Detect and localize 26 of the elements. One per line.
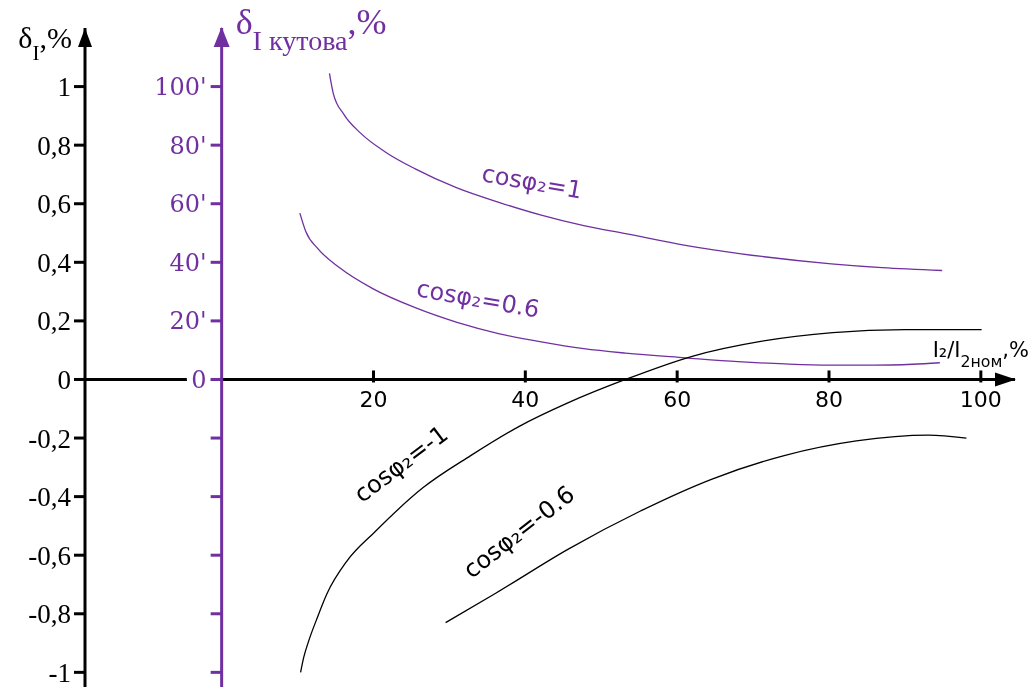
y-tick-label: -0,6	[28, 540, 71, 571]
text: cosφ₂=0.6	[414, 274, 542, 324]
y-tick-label: 0	[57, 365, 71, 396]
y2-axis-title: δ$_{I кутова}$,%	[235, 2, 387, 56]
y-tick-label: 0,2	[37, 306, 71, 337]
y-tick-label: 0,6	[37, 189, 71, 220]
x-tick-label: 20	[359, 387, 388, 413]
y-tick-label: 0,8	[37, 130, 71, 161]
x-tick-label: 60	[663, 387, 692, 413]
y-tick-label: -0,2	[28, 423, 71, 454]
y-tick-label: 0,4	[37, 247, 72, 278]
x-tick-label: 40	[511, 387, 540, 413]
y-tick-label: -1	[48, 657, 71, 687]
x-tick-label: 100	[959, 387, 1002, 413]
x-tick-label: 80	[815, 387, 843, 413]
y-axis-title: δ$_{I}$,%	[18, 21, 72, 65]
x-axis-title: I₂/I$_{2ном}$,%	[932, 338, 1029, 371]
y-tick-label: -0,4	[28, 482, 72, 513]
y2-tick-label: 40'	[169, 248, 207, 277]
y-tick-label: -0,8	[28, 599, 71, 630]
y2-tick-label: 60'	[169, 190, 207, 219]
text: cosφ₂=1	[479, 159, 585, 205]
y2-tick-label: 80'	[169, 131, 207, 160]
y2-tick-label: 20'	[169, 307, 207, 336]
y-tick-label: 1	[57, 72, 71, 103]
y2-tick-label: 100'	[154, 72, 207, 101]
